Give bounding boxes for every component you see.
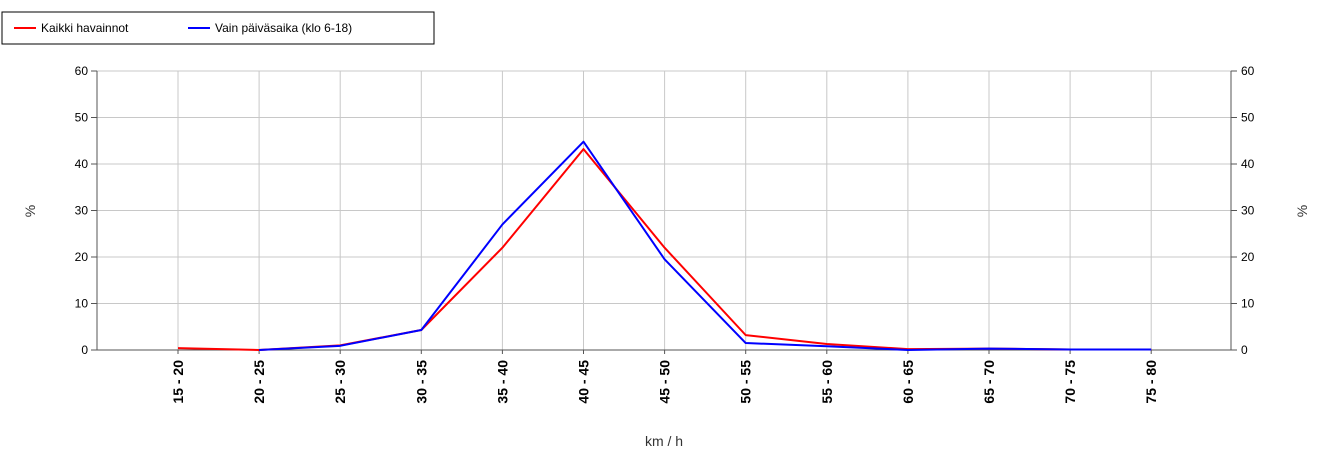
x-tick-label: 50 - 55: [738, 360, 754, 404]
y-axis-title-right: %: [1294, 205, 1310, 217]
y-tick-label-left: 0: [81, 343, 88, 357]
y-tick-label-right: 50: [1241, 111, 1255, 125]
y-tick-label-left: 60: [75, 64, 89, 78]
series: [177, 140, 1152, 351]
y-tick-label-left: 10: [75, 297, 89, 311]
x-tick-label: 75 - 80: [1143, 360, 1159, 404]
y-tick-label-right: 40: [1241, 157, 1255, 171]
x-tick-label: 20 - 25: [251, 360, 267, 404]
y-axis-title-left: %: [22, 205, 38, 217]
y-tick-label-left: 40: [75, 157, 89, 171]
legend-box: [1, 11, 435, 45]
y-tick-label-right: 60: [1241, 64, 1255, 78]
x-tick-label: 30 - 35: [413, 360, 429, 404]
x-tick-label: 55 - 60: [819, 360, 835, 404]
x-tick-label: 35 - 40: [494, 360, 510, 404]
series-line-vain: [259, 140, 1152, 351]
grid: [97, 70, 1231, 351]
y-tick-label-left: 30: [75, 204, 89, 218]
x-tick-label: 25 - 30: [332, 360, 348, 404]
y-tick-label-left: 20: [75, 250, 89, 264]
x-tick-label: 15 - 20: [170, 360, 186, 404]
y-tick-label-right: 30: [1241, 204, 1255, 218]
legend: Kaikki havainnot Vain päiväsaika (klo 6-…: [1, 11, 435, 45]
y-tick-label-right: 0: [1241, 343, 1248, 357]
y-tick-label-right: 20: [1241, 250, 1255, 264]
x-tick-label: 70 - 75: [1062, 360, 1078, 404]
axes: 0 0 10 10 20 20 30 30 40 40 50 50 60 60 15 - 20 20 - 25…: [75, 64, 1255, 404]
x-axis-title: km / h: [645, 433, 683, 449]
x-tick-label: 40 - 45: [576, 360, 592, 404]
y-tick-label-left: 50: [75, 111, 89, 125]
legend-label-vain: Vain päiväsaika (klo 6-18): [215, 21, 352, 35]
x-tick-label: 45 - 50: [657, 360, 673, 404]
x-tick-label: 65 - 70: [981, 360, 997, 404]
legend-label-kaikki: Kaikki havainnot: [41, 21, 129, 35]
y-tick-label-right: 10: [1241, 297, 1255, 311]
x-tick-label: 60 - 65: [900, 360, 916, 404]
